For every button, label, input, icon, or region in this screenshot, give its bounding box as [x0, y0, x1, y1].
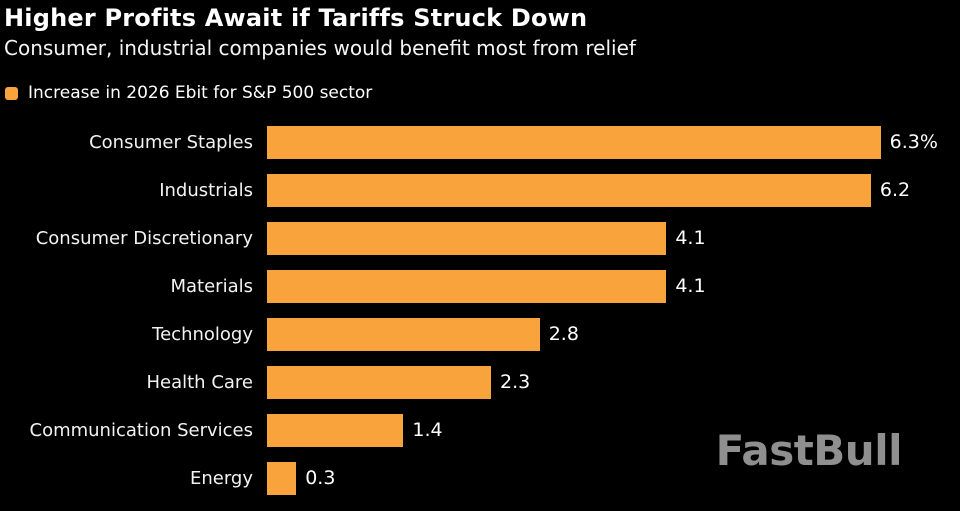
value-label: 1.4	[412, 419, 443, 441]
category-label: Industrials	[159, 179, 253, 201]
bar	[267, 269, 667, 303]
category-label: Energy	[189, 467, 253, 489]
bar-rows: Consumer Staples 6.3% Industrials 6.2 Consum…	[0, 118, 960, 502]
legend-swatch-icon	[5, 86, 18, 100]
category-label: Communication Services	[29, 419, 254, 441]
bar-track: 0.3	[267, 461, 960, 495]
bar	[267, 125, 881, 159]
value-label: 4.1	[675, 227, 706, 249]
chart-row: Materials 4.1	[0, 262, 960, 310]
chart-row: Consumer Staples 6.3%	[0, 118, 960, 166]
bar	[267, 317, 540, 351]
category-label: Technology	[152, 323, 253, 345]
chart-title: Higher Profits Await if Tariffs Struck D…	[4, 4, 588, 32]
bar	[267, 173, 871, 207]
category-label: Health Care	[146, 371, 253, 393]
bar	[267, 413, 404, 447]
value-label: 4.1	[675, 275, 706, 297]
bar-track: 2.8	[267, 317, 960, 351]
category-label: Materials	[170, 275, 253, 297]
chart-row: Communication Services 1.4	[0, 406, 960, 454]
chart-subtitle: Consumer, industrial companies would ben…	[4, 36, 636, 60]
bar-track: 6.2	[267, 173, 960, 207]
bar	[267, 221, 667, 255]
legend: Increase in 2026 Ebit for S&P 500 sector	[5, 83, 960, 103]
bar-track: 4.1	[267, 269, 960, 303]
value-label: 2.3	[500, 371, 531, 393]
fastbull-watermark: FastBull	[715, 426, 903, 475]
chart-row: Consumer Discretionary 4.1	[0, 214, 960, 262]
bar-track: 6.3%	[267, 125, 960, 159]
legend-label: Increase in 2026 Ebit for S&P 500 sector	[28, 83, 373, 103]
bar-track: 2.3	[267, 365, 960, 399]
value-label: 6.3%	[889, 131, 938, 153]
bar	[267, 461, 297, 495]
chart-row: Industrials 6.2	[0, 166, 960, 214]
value-label: 2.8	[548, 323, 579, 345]
bar-track: 1.4	[267, 413, 960, 447]
chart-row: Energy 0.3	[0, 454, 960, 502]
bar-track: 4.1	[267, 221, 960, 255]
bar-chart: Consumer Staples 6.3% Industrials 6.2 Consum…	[0, 118, 960, 502]
chart-row: Health Care 2.3	[0, 358, 960, 406]
category-label: Consumer Staples	[89, 131, 253, 153]
category-label: Consumer Discretionary	[35, 227, 253, 249]
value-label: 0.3	[305, 467, 336, 489]
value-label: 6.2	[879, 179, 911, 201]
bar	[267, 365, 492, 399]
chart-row: Technology 2.8	[0, 310, 960, 358]
